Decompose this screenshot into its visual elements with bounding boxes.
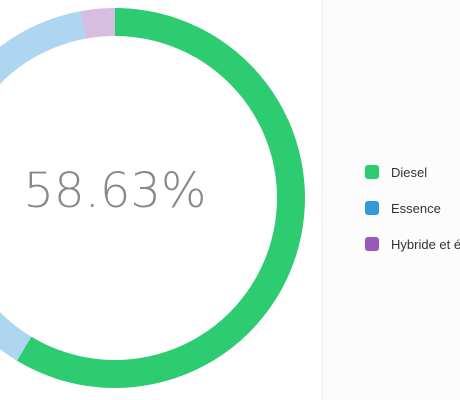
donut-slice-essence[interactable] (0, 11, 86, 361)
legend-label-hybride: Hybride et é (391, 236, 460, 252)
legend-item-essence[interactable]: Essence (365, 190, 460, 226)
legend-item-diesel[interactable]: Diesel (365, 154, 460, 190)
legend-swatch-hybride (365, 237, 379, 251)
center-percentage-label: 58.63% (23, 163, 206, 219)
legend-item-hybride[interactable]: Hybride et é (365, 226, 460, 262)
legend-swatch-diesel (365, 165, 379, 179)
legend-panel: Diesel Essence Hybride et é (322, 0, 460, 400)
donut-slices (0, 8, 305, 389)
donut-slice-diesel[interactable] (16, 8, 305, 389)
donut-slice-hybride[interactable] (80, 8, 115, 39)
legend-list: Diesel Essence Hybride et é (365, 154, 460, 262)
legend-label-diesel: Diesel (391, 164, 428, 180)
legend-swatch-essence (365, 201, 379, 215)
legend-label-essence: Essence (391, 200, 441, 216)
